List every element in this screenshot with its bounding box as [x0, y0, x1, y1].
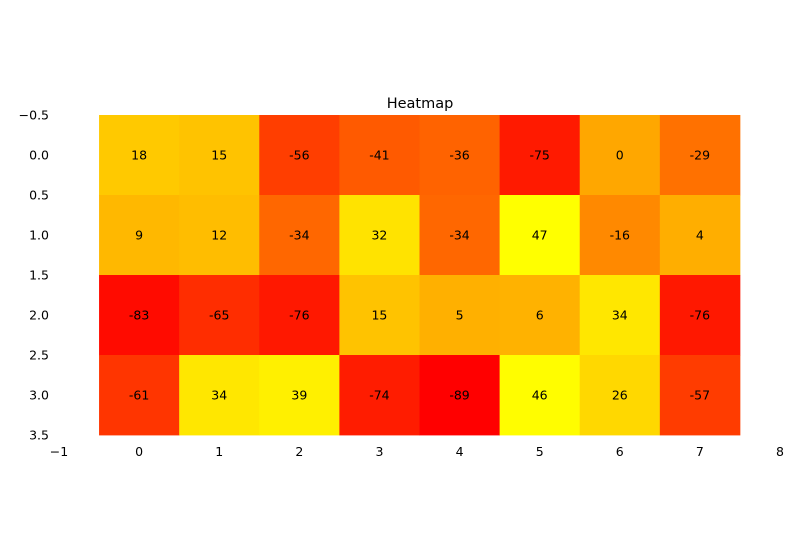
heatmap-cell — [99, 115, 180, 196]
heatmap-cell — [579, 115, 661, 196]
y-tick-label: 1.0 — [29, 228, 49, 243]
heatmap-cell — [499, 115, 581, 196]
heatmap-cell — [419, 355, 501, 436]
x-tick-label: 3 — [375, 444, 383, 459]
x-tick-label: 4 — [456, 444, 464, 459]
heatmap-cell — [179, 195, 260, 276]
cell-value-label: 9 — [135, 228, 143, 243]
cell-value-label: 34 — [211, 388, 227, 403]
heatmap-cell — [499, 355, 581, 436]
y-tick-label: 3.5 — [29, 428, 49, 443]
cell-value-label: 18 — [131, 148, 147, 163]
heatmap-cells — [99, 115, 741, 436]
heatmap-cell — [419, 195, 501, 276]
y-tick-label: 0.0 — [29, 148, 49, 163]
cell-value-label: 32 — [371, 228, 387, 243]
cell-value-label: 39 — [291, 388, 307, 403]
cell-value-label: -65 — [209, 308, 229, 323]
cell-value-label: 0 — [616, 148, 624, 163]
cell-value-label: -29 — [690, 148, 710, 163]
cell-value-label: 15 — [371, 308, 387, 323]
cell-value-label: 5 — [456, 308, 464, 323]
heatmap-cell — [99, 195, 180, 276]
x-tick-label: 8 — [776, 444, 784, 459]
cell-value-label: -16 — [610, 228, 630, 243]
cell-value-label: -83 — [129, 308, 149, 323]
cell-value-label: 34 — [612, 308, 628, 323]
x-axis-ticks: −1 0 1 2 3 4 5 6 7 8 — [50, 444, 784, 459]
cell-value-label: 15 — [211, 148, 227, 163]
y-tick-label: −0.5 — [19, 108, 49, 123]
heatmap-cell — [259, 195, 340, 276]
heatmap-cell — [499, 195, 581, 276]
cell-value-label: -75 — [529, 148, 549, 163]
cell-value-label: 47 — [532, 228, 548, 243]
heatmap-cell — [339, 355, 420, 436]
cell-value-label: -34 — [449, 228, 469, 243]
heatmap-cell — [259, 275, 340, 356]
heatmap-cell — [659, 195, 741, 276]
cell-value-label: -36 — [449, 148, 469, 163]
heatmap-cell — [339, 195, 420, 276]
cell-value-label: -74 — [369, 388, 389, 403]
heatmap-cell — [259, 355, 340, 436]
x-tick-label: −1 — [50, 444, 68, 459]
heatmap-cell — [99, 355, 180, 436]
heatmap-cell — [339, 115, 420, 196]
cell-value-label: 6 — [536, 308, 544, 323]
heatmap-cell — [419, 115, 501, 196]
cell-value-label: -56 — [289, 148, 309, 163]
heatmap-cell — [579, 355, 661, 436]
y-tick-label: 2.0 — [29, 308, 49, 323]
y-tick-label: 1.5 — [29, 268, 49, 283]
heatmap-cell — [499, 275, 581, 356]
y-tick-label: 3.0 — [29, 388, 49, 403]
cell-value-label: 26 — [612, 388, 628, 403]
cell-value-label: 46 — [532, 388, 548, 403]
heatmap-cell — [339, 275, 420, 356]
heatmap-cell — [179, 115, 260, 196]
y-tick-label: 0.5 — [29, 188, 49, 203]
heatmap-cell — [179, 355, 260, 436]
heatmap-cell — [659, 275, 741, 356]
heatmap-cell — [579, 275, 661, 356]
cell-value-label: -34 — [289, 228, 309, 243]
cell-value-labels: 18 15 -56 -41 -36 -75 0 -29 9 12 -34 32 -34 47 -16 4 -83… — [129, 148, 710, 403]
cell-value-label: -61 — [129, 388, 149, 403]
cell-value-label: 4 — [696, 228, 704, 243]
cell-value-label: 12 — [211, 228, 227, 243]
cell-value-label: -89 — [449, 388, 469, 403]
x-tick-label: 2 — [295, 444, 303, 459]
x-tick-label: 6 — [616, 444, 624, 459]
cell-value-label: -41 — [369, 148, 389, 163]
x-tick-label: 7 — [696, 444, 704, 459]
heatmap-cell — [419, 275, 501, 356]
y-tick-label: 2.5 — [29, 348, 49, 363]
heatmap-cell — [579, 195, 661, 276]
heatmap-cell — [259, 115, 340, 196]
heatmap-cell — [179, 275, 260, 356]
cell-value-label: -57 — [690, 388, 710, 403]
heatmap-cell — [99, 275, 180, 356]
x-tick-label: 0 — [135, 444, 143, 459]
heatmap-cell — [659, 355, 741, 436]
cell-value-label: -76 — [289, 308, 309, 323]
cell-value-label: -76 — [690, 308, 710, 323]
y-axis-ticks: −0.5 0.0 0.5 1.0 1.5 2.0 2.5 3.0 3.5 — [19, 108, 49, 443]
chart-title: Heatmap — [387, 96, 454, 112]
heatmap-cell — [659, 115, 741, 196]
x-tick-label: 1 — [215, 444, 223, 459]
x-tick-label: 5 — [536, 444, 544, 459]
